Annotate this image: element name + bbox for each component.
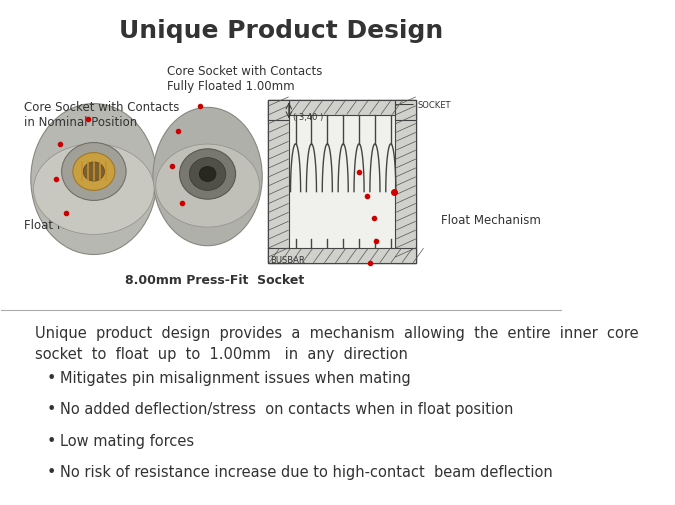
Text: ( 3,40 ): ( 3,40 )	[293, 113, 323, 121]
Text: Float Housing: Float Housing	[24, 218, 105, 231]
Ellipse shape	[34, 144, 154, 235]
Text: •: •	[46, 401, 55, 417]
Text: •: •	[46, 433, 55, 448]
Ellipse shape	[156, 145, 259, 228]
Bar	[395, 100, 416, 120]
Ellipse shape	[83, 163, 105, 182]
Text: Float Mechanism: Float Mechanism	[441, 214, 541, 226]
Bar	[395, 100, 416, 264]
Bar	[267, 100, 289, 120]
Bar	[289, 100, 395, 115]
Ellipse shape	[73, 154, 115, 191]
Bar	[267, 248, 416, 264]
Ellipse shape	[153, 108, 262, 246]
Text: Low mating forces: Low mating forces	[60, 433, 194, 448]
Ellipse shape	[61, 143, 126, 201]
Ellipse shape	[199, 167, 216, 182]
Text: Core Socket with Contacts
in Nominal Position: Core Socket with Contacts in Nominal Pos…	[24, 100, 179, 128]
Text: Mitigates pin misalignment issues when mating: Mitigates pin misalignment issues when m…	[60, 371, 411, 385]
Bar	[267, 100, 416, 264]
Text: •: •	[46, 371, 55, 385]
Text: 8.00mm Press-Fit  Socket: 8.00mm Press-Fit Socket	[125, 274, 304, 287]
Text: BUSBAR: BUSBAR	[271, 256, 305, 265]
Bar	[267, 100, 289, 264]
Ellipse shape	[180, 149, 236, 200]
Text: SOCKET: SOCKET	[417, 101, 451, 110]
Text: Unique  product  design  provides  a  mechanism  allowing  the  entire  inner  c: Unique product design provides a mechani…	[35, 325, 639, 361]
Text: No added deflection/stress  on contacts when in float position: No added deflection/stress on contacts w…	[60, 401, 514, 417]
Text: Core Socket with Contacts
Fully Floated 1.00mm: Core Socket with Contacts Fully Floated …	[167, 65, 322, 93]
Ellipse shape	[31, 105, 157, 255]
Ellipse shape	[190, 159, 226, 191]
Text: •: •	[46, 464, 55, 479]
Text: Unique Product Design: Unique Product Design	[119, 19, 443, 43]
Text: No risk of resistance increase due to high-contact  beam deflection: No risk of resistance increase due to hi…	[60, 464, 553, 479]
